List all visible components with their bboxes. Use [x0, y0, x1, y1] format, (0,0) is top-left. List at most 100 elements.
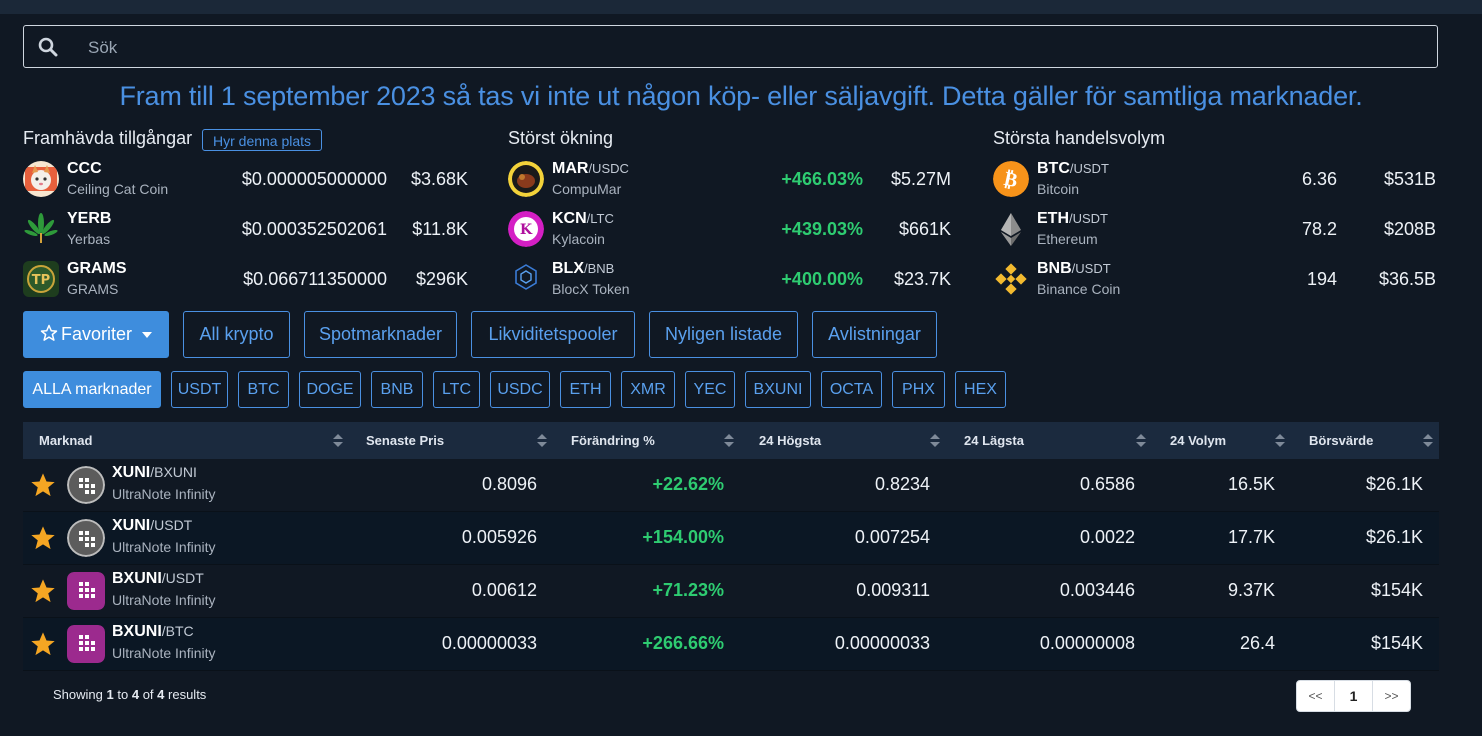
asset-symbol: YERB	[67, 210, 112, 227]
favorite-star-icon[interactable]	[29, 630, 57, 658]
market-filter-xmr[interactable]: XMR	[621, 371, 675, 408]
fee-notice: Fram till 1 september 2023 så tas vi int…	[119, 81, 1363, 111]
sort-icon[interactable]	[537, 434, 547, 448]
gainer-item[interactable]: K KCN/LTC Kylacoin +439.03% $661K	[508, 207, 951, 253]
xuni-icon	[67, 466, 105, 504]
market-filter-hex[interactable]: HEX	[955, 371, 1006, 408]
tab-delistings[interactable]: Avlistningar	[812, 311, 937, 358]
market-filter-btc[interactable]: BTC	[238, 371, 289, 408]
asset-volume: $531B	[1383, 169, 1436, 189]
xuni-icon	[67, 519, 105, 557]
market-symbol: BXUNI/USDT	[112, 570, 204, 587]
next-page-button[interactable]: >>	[1384, 689, 1399, 703]
asset-change: +439.03%	[781, 219, 863, 239]
table-row[interactable]: BXUNI/USDT UltraNote Infinity 0.00612 +7…	[23, 565, 1439, 618]
sort-icon[interactable]	[1136, 434, 1146, 448]
asset-amount: 194	[1306, 269, 1337, 289]
asset-change: +400.00%	[781, 269, 863, 289]
prev-page-button[interactable]: <<	[1297, 681, 1335, 711]
asset-name: Bitcoin	[1037, 181, 1080, 197]
svg-text:TP: TP	[32, 273, 50, 288]
market-filter-phx[interactable]: PHX	[892, 371, 945, 408]
market-filter-yec[interactable]: YEC	[685, 371, 735, 408]
change-percent: +266.66%	[642, 633, 724, 653]
col-change[interactable]: Förändring %	[571, 433, 655, 448]
market-filter-bxuni[interactable]: BXUNI	[745, 371, 811, 408]
page-1-button[interactable]: 1	[1335, 681, 1373, 711]
market-symbol: XUNI/USDT	[112, 517, 193, 534]
change-percent: +154.00%	[642, 527, 724, 547]
search-input[interactable]	[86, 34, 1390, 62]
market-symbol: BXUNI/BTC	[112, 623, 194, 640]
col-high[interactable]: 24 Högsta	[759, 433, 822, 448]
high-24h: 0.007254	[854, 527, 930, 547]
mar-icon	[508, 161, 544, 197]
asset-volume: $23.7K	[893, 269, 951, 289]
tab-newly-listed[interactable]: Nyligen listade	[649, 311, 798, 358]
gainer-item[interactable]: MAR/USDC CompuMar +466.03% $5.27M	[508, 157, 951, 203]
table-row[interactable]: XUNI/BXUNI UltraNote Infinity 0.8096 +22…	[23, 459, 1439, 512]
asset-price: $0.000352502061	[241, 219, 387, 239]
sort-icon[interactable]	[930, 434, 940, 448]
market-filter-doge[interactable]: DOGE	[299, 371, 361, 408]
low-24h: 0.0022	[1079, 527, 1135, 547]
col-last-price[interactable]: Senaste Pris	[366, 433, 445, 448]
chevron-down-icon	[142, 332, 152, 339]
sort-icon[interactable]	[1423, 434, 1433, 448]
cat-icon	[23, 161, 59, 197]
market-filter-all[interactable]: ALLA marknader	[23, 371, 161, 408]
tab-spot-markets[interactable]: Spotmarknader	[304, 311, 457, 358]
col-market[interactable]: Marknad	[39, 433, 93, 448]
sort-icon[interactable]	[724, 434, 734, 448]
featured-item[interactable]: YERB Yerbas $0.000352502061 $11.8K	[23, 207, 468, 253]
asset-symbol: CCC	[67, 160, 102, 177]
favorite-star-icon[interactable]	[29, 471, 57, 499]
market-filter-usdc[interactable]: USDC	[490, 371, 550, 408]
results-summary: Showing 1 to 4 of 4 results	[53, 687, 207, 702]
featured-item[interactable]: CCC Ceiling Cat Coin $0.000005000000 $3.…	[23, 157, 468, 203]
col-volume[interactable]: 24 Volym	[1170, 433, 1227, 448]
star-outline-icon	[40, 324, 58, 341]
high-24h: 0.8234	[874, 474, 930, 494]
tab-favorites[interactable]: Favoriter	[23, 311, 169, 358]
gainers-title: Störst ökning	[508, 128, 614, 148]
high-24h: 0.009311	[856, 580, 930, 600]
market-name: UltraNote Infinity	[112, 592, 216, 608]
change-percent: +22.62%	[652, 474, 724, 494]
svg-text:K: K	[520, 222, 533, 238]
volume-item[interactable]: ETH/USDT Ethereum 78.2 $208B	[993, 207, 1436, 253]
tab-liquidity-pools[interactable]: Likviditetspooler	[471, 311, 635, 358]
favorite-star-icon[interactable]	[29, 577, 57, 605]
market-name: UltraNote Infinity	[112, 539, 216, 555]
volume-item[interactable]: ₿ BTC/USDT Bitcoin 6.36 $531B	[993, 157, 1436, 203]
sort-icon[interactable]	[1275, 434, 1285, 448]
asset-price: $0.000005000000	[241, 169, 387, 189]
low-24h: 0.6586	[1079, 474, 1135, 494]
featured-item[interactable]: TP GRAMS GRAMS $0.066711350000 $296K	[23, 257, 468, 303]
asset-name: GRAMS	[67, 281, 119, 297]
sort-icon[interactable]	[333, 434, 343, 448]
table-row[interactable]: BXUNI/BTC UltraNote Infinity 0.00000033 …	[23, 618, 1439, 671]
col-market-cap[interactable]: Börsvärde	[1309, 433, 1374, 448]
volume-item[interactable]: BNB/USDT Binance Coin 194 $36.5B	[993, 257, 1436, 303]
asset-name: Ethereum	[1037, 231, 1098, 247]
market-cap: $26.1K	[1365, 474, 1423, 494]
asset-symbol: MAR/USDC	[552, 160, 629, 177]
leaf-icon	[23, 211, 59, 247]
market-filter-eth[interactable]: ETH	[560, 371, 611, 408]
gainer-item[interactable]: BLX/BNB BlocX Token +400.00% $23.7K	[508, 257, 951, 303]
favorite-star-icon[interactable]	[29, 524, 57, 552]
market-filter-ltc[interactable]: LTC	[433, 371, 480, 408]
rent-spot-button[interactable]: Hyr denna plats	[202, 129, 323, 151]
market-filter-usdt[interactable]: USDT	[171, 371, 228, 408]
table-row[interactable]: XUNI/USDT UltraNote Infinity 0.005926 +1…	[23, 512, 1439, 565]
col-low[interactable]: 24 Lägsta	[964, 433, 1024, 448]
tab-all-crypto[interactable]: All krypto	[183, 311, 290, 358]
market-filter-octa[interactable]: OCTA	[821, 371, 882, 408]
search-box[interactable]	[23, 25, 1438, 68]
pagination: << 1 >>	[1296, 680, 1411, 712]
market-name: UltraNote Infinity	[112, 645, 216, 661]
search-icon	[38, 37, 58, 57]
change-percent: +71.23%	[652, 580, 724, 600]
market-filter-bnb[interactable]: BNB	[371, 371, 423, 408]
